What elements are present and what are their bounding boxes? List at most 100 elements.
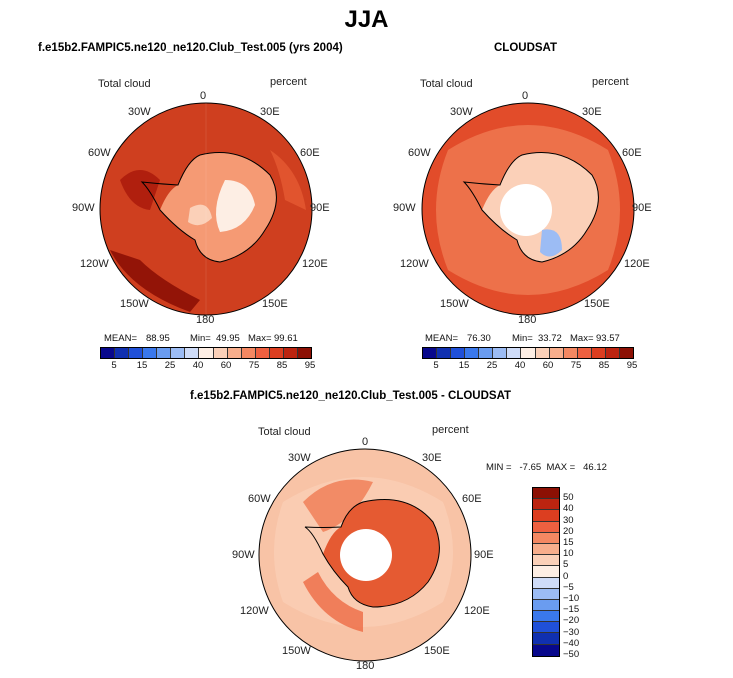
obs-colorbar-swatch [549,348,564,358]
obs-lon-30e: 30E [582,106,602,118]
diff-colorbar-swatch [533,555,559,567]
diff-colorbar-tick-label: 10 [563,548,574,560]
diff-lon-120w: 120W [240,605,269,617]
model-lon-120w: 120W [80,258,109,270]
model-colorbar-tick-label: 25 [164,360,176,371]
diff-colorbar-tick-label: 30 [563,514,574,526]
diff-colorbar-swatch [533,599,559,612]
model-lon-0: 0 [200,90,207,102]
model-panel-title: f.e15b2.FAMPIC5.ne120_ne120.Club_Test.00… [38,42,343,54]
model-colorbar-swatch [283,348,298,358]
model-lon-180: 180 [196,314,215,326]
obs-lon-180: 180 [518,314,537,326]
obs-colorbar-swatch [521,348,536,358]
obs-variable-label: Total cloud [420,78,473,90]
obs-colorbar-swatch [577,348,592,358]
model-polar-map [99,102,313,316]
diff-colorbar [532,487,560,657]
model-mean-label: MEAN= [104,333,137,344]
obs-units-label: percent [592,76,629,88]
diff-colorbar-tick-label: 50 [563,492,574,504]
obs-mean-value: 76.30 [467,333,491,344]
diff-colorbar-tick-label: −15 [563,604,580,616]
diff-colorbar-swatch [533,633,559,645]
obs-polar-map [421,102,635,316]
diff-colorbar-swatch [533,532,559,544]
model-colorbar-tick-label: 40 [192,360,204,371]
diff-colorbar-swatch [533,521,559,533]
diff-colorbar-tick-label: 20 [563,525,574,537]
model-variable-label: Total cloud [98,78,151,90]
model-colorbar-swatch [143,348,158,358]
obs-lon-90e: 90E [632,202,652,214]
diff-lon-60w: 60W [248,493,271,505]
obs-lon-30w: 30W [450,106,473,118]
model-min-label: Min= [190,333,211,344]
obs-lon-150w: 150W [440,298,469,310]
diff-units-label: percent [432,424,469,436]
model-colorbar-swatch [199,348,214,358]
diff-lon-120e: 120E [464,605,490,617]
model-lon-90e: 90E [310,202,330,214]
model-lon-150e: 150E [262,298,288,310]
diff-lon-60e: 60E [462,493,482,505]
diff-colorbar-swatch [533,622,559,634]
obs-lon-0: 0 [522,90,529,102]
model-colorbar-swatch [255,348,270,358]
diff-variable-label: Total cloud [258,426,311,438]
model-colorbar-swatch [227,348,242,358]
diff-colorbar-swatch [533,611,559,623]
diff-colorbar-swatch [533,644,559,656]
obs-colorbar-swatch [451,348,466,358]
model-max-label: Max= [248,333,272,344]
model-lon-90w: 90W [72,202,95,214]
diff-colorbar-swatch [533,588,559,600]
model-lon-30w: 30W [128,106,151,118]
diff-lon-150e: 150E [424,645,450,657]
model-colorbar-swatch [185,348,200,358]
diff-lon-150w: 150W [282,645,311,657]
diff-lon-90e: 90E [474,549,494,561]
obs-colorbar-swatch [493,348,508,358]
obs-panel-title: CLOUDSAT [494,42,558,54]
model-lon-150w: 150W [120,298,149,310]
model-colorbar-tick-label: 95 [304,360,316,371]
diff-colorbar-tick-label: 0 [563,570,569,582]
obs-colorbar-tick-label: 75 [570,360,582,371]
model-lon-30e: 30E [260,106,280,118]
diff-colorbar-swatch [533,543,559,556]
diff-minmax: MIN = -7.65 MAX = 46.12 [486,462,607,473]
diff-lon-30e: 30E [422,452,442,464]
obs-colorbar-swatch [591,348,606,358]
obs-max-value: 93.57 [596,333,620,344]
obs-colorbar-swatch [619,348,633,358]
diff-colorbar-tick-label: −5 [563,581,574,593]
model-lon-120e: 120E [302,258,328,270]
diff-colorbar-swatch [533,510,559,522]
diff-lon-0: 0 [362,436,369,448]
obs-colorbar-tick-label: 25 [486,360,498,371]
obs-colorbar-swatch [535,348,550,358]
diff-lon-180: 180 [356,660,375,672]
obs-colorbar [422,347,634,359]
obs-colorbar-swatch [465,348,480,358]
obs-min-label: Min= [512,333,533,344]
diff-colorbar-tick-label: −40 [563,637,580,649]
model-max-value: 99.61 [274,333,298,344]
obs-lon-60e: 60E [622,147,642,159]
model-colorbar-tick-label: 60 [220,360,232,371]
diff-lon-30w: 30W [288,452,311,464]
obs-lon-120e: 120E [624,258,650,270]
diff-colorbar-tick-label: −50 [563,649,580,660]
diff-lon-90w: 90W [232,549,255,561]
obs-colorbar-swatch [423,348,438,358]
obs-colorbar-swatch [605,348,620,358]
model-colorbar-swatch [297,348,311,358]
obs-colorbar-swatch [563,348,578,358]
diff-polar-map [258,448,472,662]
diff-colorbar-tick-label: 15 [563,537,574,548]
obs-colorbar-tick-label: 15 [458,360,470,371]
model-min-value: 49.95 [216,333,240,344]
obs-lon-120w: 120W [400,258,429,270]
diff-colorbar-swatch [533,488,559,500]
